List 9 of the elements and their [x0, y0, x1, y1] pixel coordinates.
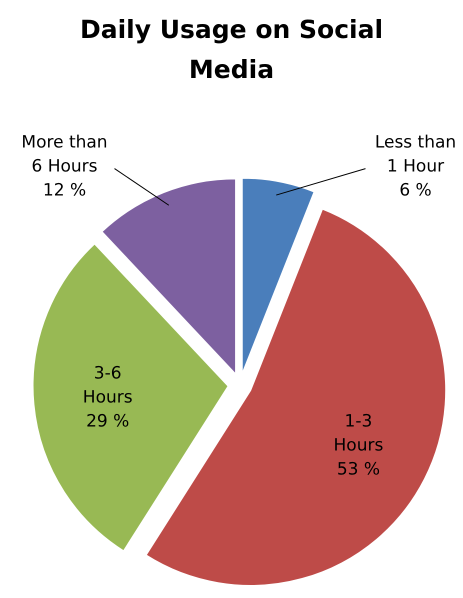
slice-label: 3-6 Hours: [82, 364, 133, 408]
slice-label: Less than 1 Hour: [374, 132, 456, 177]
slice-label: More than 6 Hours: [21, 132, 108, 177]
data-label: 53 %: [336, 459, 380, 480]
chart-title: Daily Usage on Social Media: [80, 15, 384, 84]
slice-label: 1-3 Hours: [334, 411, 384, 456]
data-label: 6 %: [399, 180, 432, 201]
data-label: 12 %: [42, 180, 86, 201]
data-label: 29 %: [86, 412, 130, 432]
